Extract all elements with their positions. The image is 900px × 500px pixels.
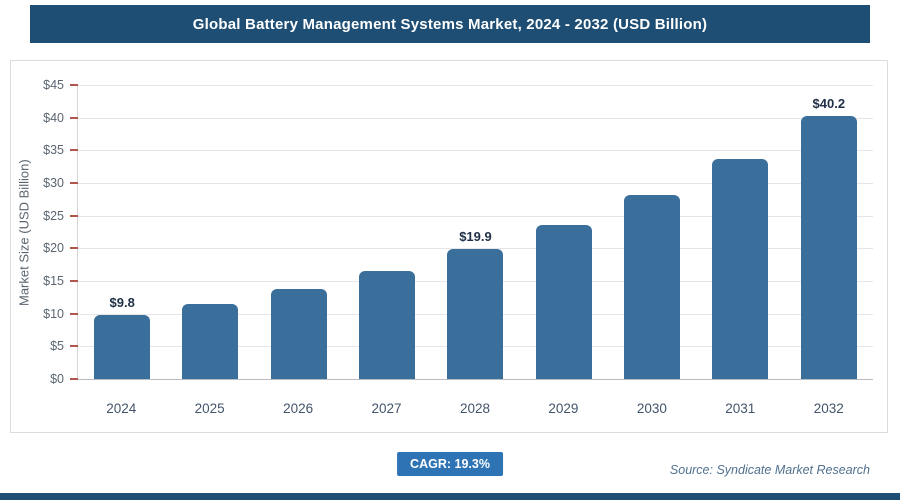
bar-2030 [624,195,681,379]
x-axis-label: 2032 [813,401,844,416]
gridline [78,183,873,184]
source-credit: Source: Syndicate Market Research [669,463,870,477]
bar-cell [343,85,431,379]
bar-cell [166,85,254,379]
x-axis-label: 2025 [194,401,225,416]
x-axis-label: 2024 [106,401,137,416]
gridline [78,150,873,152]
bar-cell: $9.8 [78,85,166,379]
bar-cell [520,85,608,379]
bar-2026 [270,288,327,379]
x-axis-label: 2030 [636,401,667,416]
y-tick-mark [70,214,78,217]
y-tick-mark [70,181,78,184]
y-tick-mark [70,312,78,315]
bar-2024 [94,314,151,379]
gridline [78,215,873,217]
y-tick-label: $40 [43,110,64,125]
x-axis-label: 2031 [725,401,756,416]
chart-title-bar: Global Battery Management Systems Market… [30,5,870,43]
x-axis-label: 2027 [371,401,402,416]
y-tick-label: $0 [50,372,64,386]
chart-title: Global Battery Management Systems Market… [192,15,708,33]
y-tick-label: $15 [43,274,64,288]
bar-2031 [712,159,769,379]
x-axis: 2024 2025 2026 2027 2028 2029 2030 2031 2032 [77,401,873,416]
y-tick-label: $35 [43,143,64,158]
y-tick-label: $5 [50,339,64,354]
y-tick-label: $20 [43,241,64,256]
gridline [78,248,873,250]
chart-card: Market Size (USD Billion) $9.8 $19.9 $40.2… [10,60,888,433]
bar-2025 [182,303,239,379]
y-axis-title: Market Size (USD Billion) [16,159,32,306]
y-tick-mark [70,84,78,86]
y-tick-mark [70,279,78,282]
bar-cell [696,85,784,379]
bar-cell [255,85,343,379]
x-axis-label: 2029 [548,401,579,416]
y-tick-label: $10 [43,306,64,321]
bar-value-label: $9.8 [109,294,135,310]
plot-area: $9.8 $19.9 $40.2 $0 $5 $10 $15 $20 $25 $30 $35 $40… [43,78,873,386]
bar-cell [608,85,696,379]
bar-cell: $19.9 [431,85,519,379]
bar-value-label: $19.9 [459,229,492,244]
bar-2027 [359,271,416,379]
bar-2032 [800,116,857,379]
bottom-accent-strip [0,493,900,500]
bar-2028 [447,249,504,379]
x-axis-label: 2026 [283,401,314,416]
y-tick-mark [70,116,78,119]
gridline [78,85,873,86]
y-tick-mark [70,247,78,250]
y-tick-mark [70,345,78,348]
y-tick-mark [70,378,78,380]
y-tick-label: $30 [43,176,64,190]
y-tick-label: $45 [43,78,64,92]
bar-series: $9.8 $19.9 $40.2 [78,85,873,379]
bar-value-label: $40.2 [812,96,846,112]
cagr-badge: CAGR: 19.3% [397,452,503,476]
bar-2029 [535,225,592,379]
y-tick-mark [70,149,78,152]
x-axis-label: 2028 [459,401,490,416]
bar-cell: $40.2 [785,85,873,379]
gridline [78,117,873,119]
y-tick-label: $25 [43,208,64,223]
